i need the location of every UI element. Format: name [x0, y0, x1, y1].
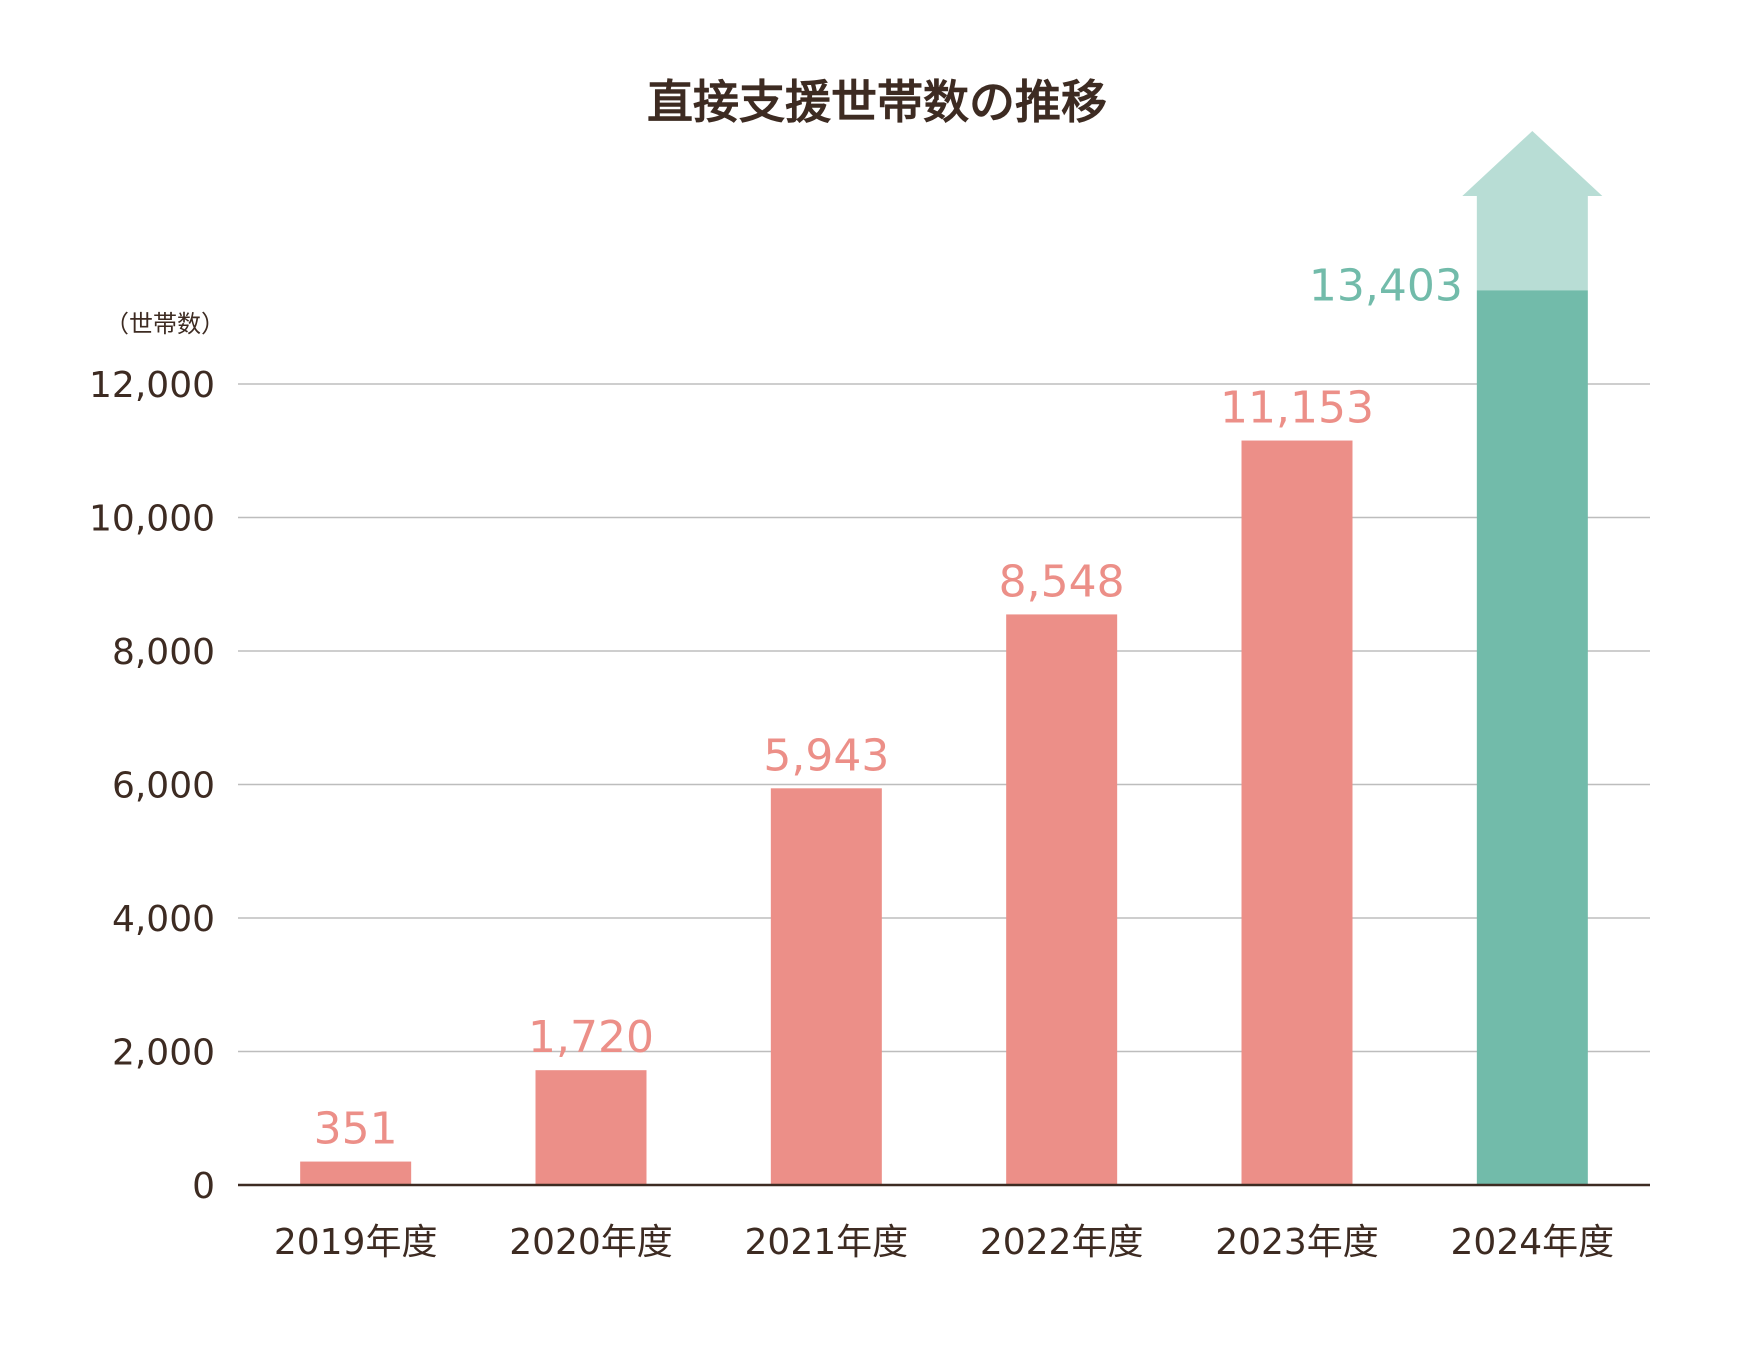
x-tick-label: 2019年度 — [274, 1222, 438, 1263]
bar — [1241, 440, 1353, 1186]
data-label: 8,548 — [999, 556, 1125, 607]
x-tick-label: 2021年度 — [745, 1222, 909, 1263]
data-label: 351 — [314, 1104, 398, 1155]
chart-title: 直接支援世帯数の推移 — [647, 75, 1107, 129]
y-tick-label: 2,000 — [112, 1033, 215, 1074]
growth-arrow — [1462, 131, 1603, 291]
data-label: 5,943 — [763, 730, 889, 781]
y-tick-label: 8,000 — [112, 632, 215, 673]
x-tick-label: 2022年度 — [980, 1222, 1144, 1263]
bar — [535, 1070, 647, 1185]
y-axis-unit-label: （世帯数） — [105, 310, 225, 338]
y-tick-label: 6,000 — [112, 766, 215, 807]
bar-highlight — [1476, 290, 1588, 1186]
y-tick-label: 0 — [192, 1166, 215, 1207]
bar — [1006, 614, 1118, 1185]
y-tick-label: 4,000 — [112, 899, 215, 940]
data-label: 13,403 — [1309, 260, 1463, 311]
x-tick-label: 2020年度 — [509, 1222, 673, 1263]
data-label: 11,153 — [1220, 383, 1374, 434]
x-tick-label: 2024年度 — [1451, 1222, 1615, 1263]
y-tick-label: 12,000 — [89, 365, 215, 406]
bar — [300, 1161, 412, 1185]
x-tick-label: 2023年度 — [1215, 1222, 1379, 1263]
bar — [770, 788, 882, 1185]
y-tick-label: 10,000 — [89, 499, 215, 540]
data-label: 1,720 — [528, 1012, 654, 1063]
